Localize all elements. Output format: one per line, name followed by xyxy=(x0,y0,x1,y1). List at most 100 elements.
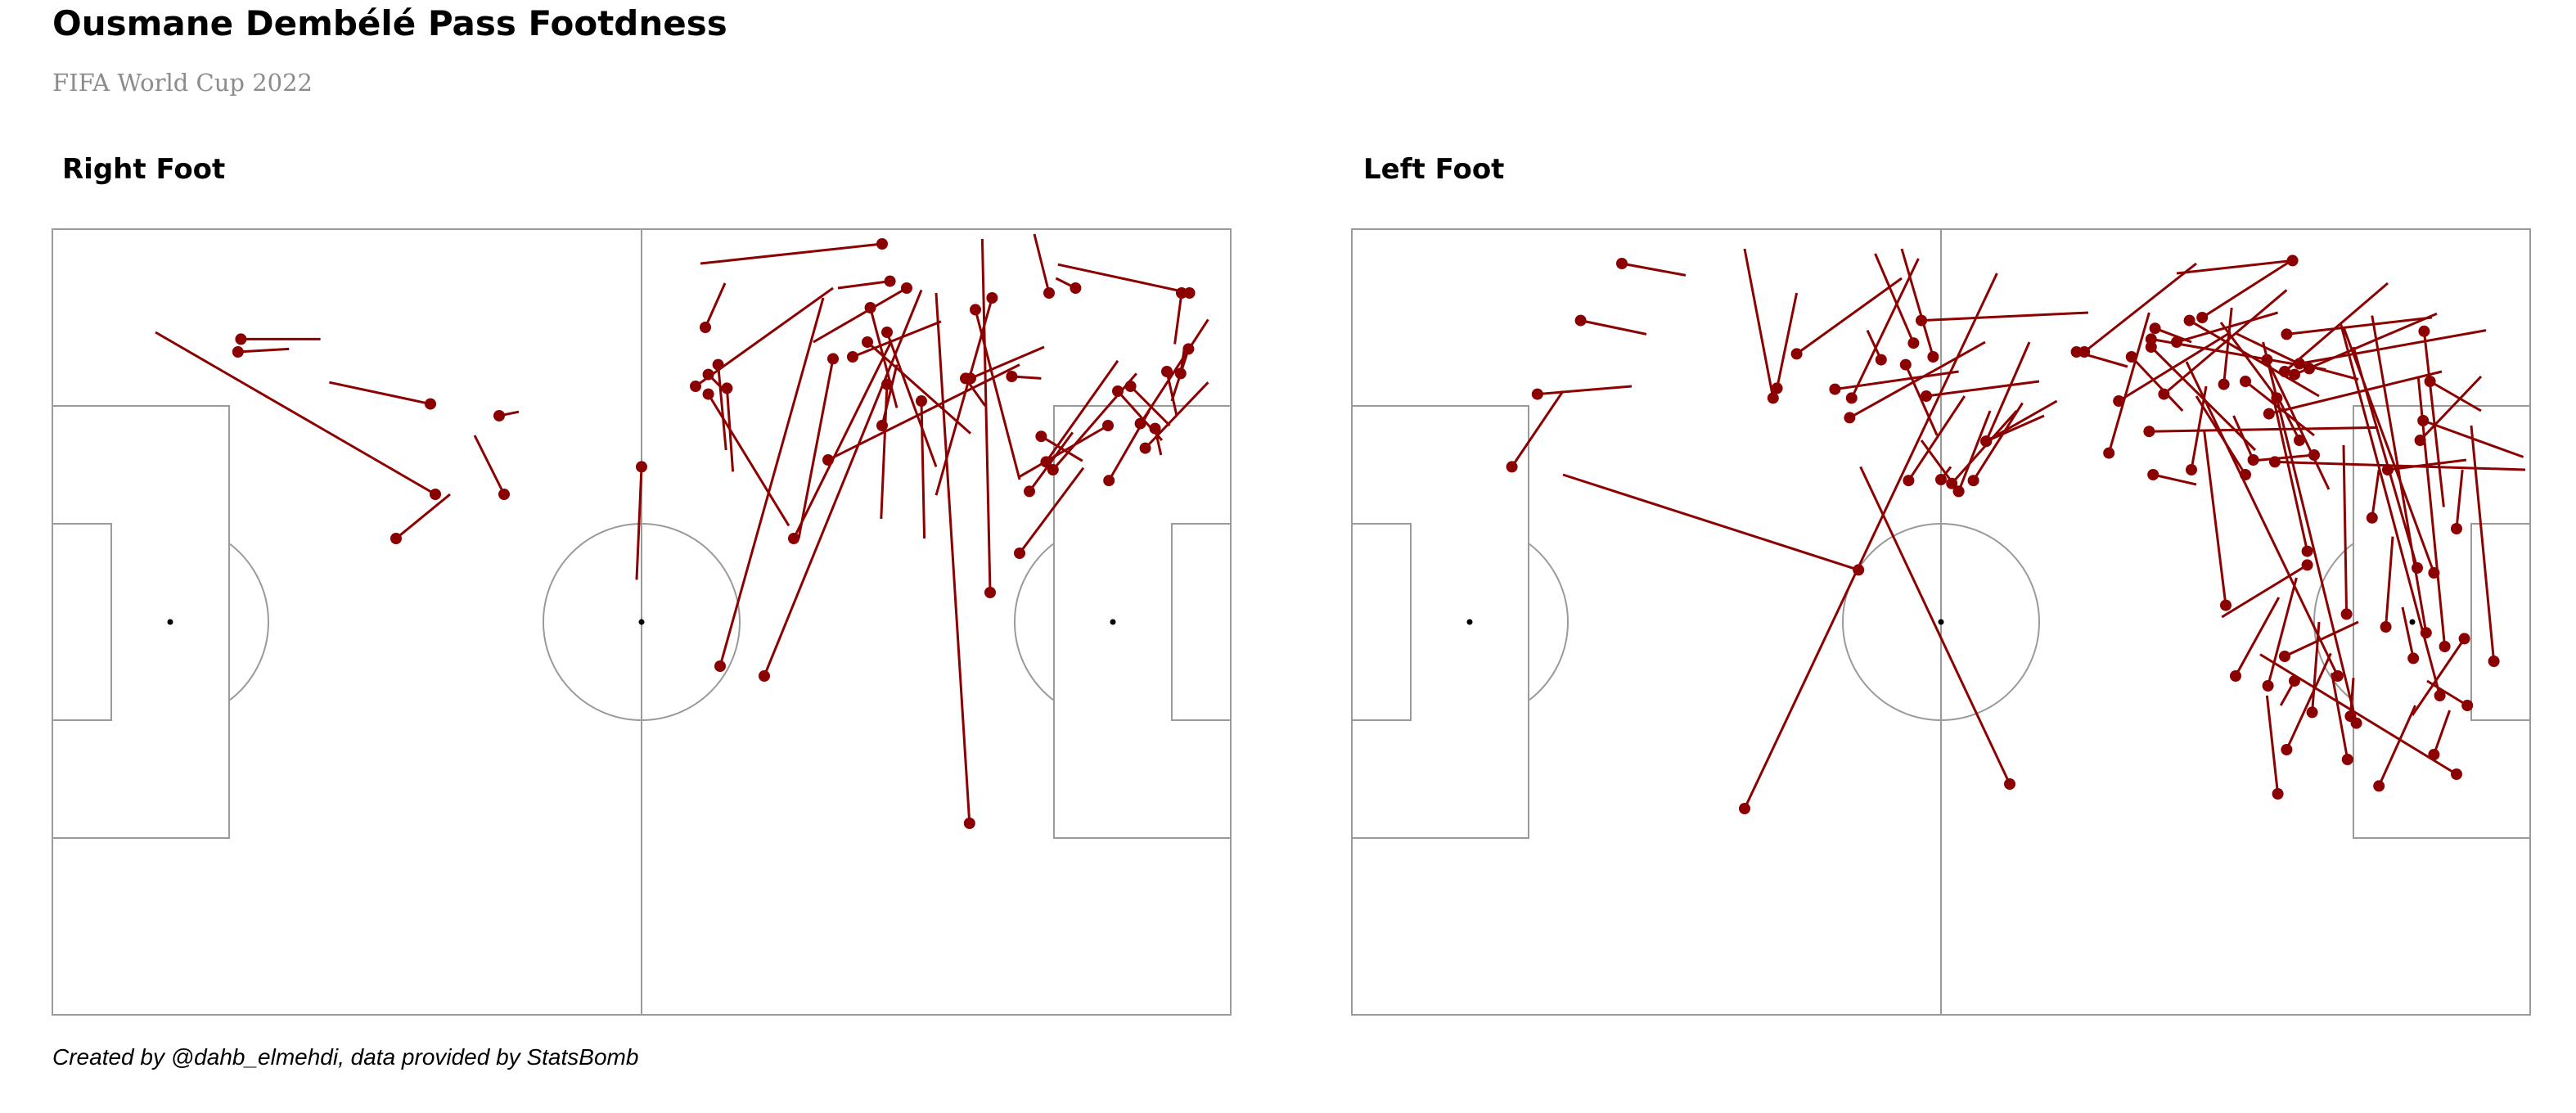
pass-line xyxy=(704,282,727,328)
pass xyxy=(2183,314,2320,398)
pass xyxy=(2416,376,2451,652)
pass-line xyxy=(1621,262,1687,277)
pass xyxy=(970,304,1021,480)
pass-line xyxy=(2299,362,2359,381)
pass-line xyxy=(2429,380,2482,412)
pass xyxy=(2380,536,2394,633)
pass xyxy=(2411,633,2470,716)
pass-line xyxy=(880,384,889,520)
pass-line xyxy=(2107,312,2150,454)
pass xyxy=(880,378,893,520)
pass-end-point xyxy=(916,395,927,407)
pass-line xyxy=(473,435,506,495)
pass-end-point xyxy=(2306,706,2318,719)
pass-end-point xyxy=(2341,754,2353,765)
pass xyxy=(2294,329,2487,370)
pass-end-point xyxy=(2078,346,2091,358)
pass xyxy=(1845,258,1920,404)
pass-end-point xyxy=(1024,485,1035,498)
left-penalty-arc xyxy=(1528,543,1569,701)
pass-end-point xyxy=(1176,287,1187,299)
pass-line xyxy=(980,238,992,593)
pass-line xyxy=(827,363,1020,462)
pass-line xyxy=(700,242,883,265)
pass-line xyxy=(2083,262,2197,354)
pass-end-point xyxy=(2461,700,2474,711)
pass-end-point xyxy=(1853,564,1865,576)
pass-line xyxy=(2176,311,2279,344)
pass xyxy=(881,327,938,467)
pass xyxy=(1124,381,1171,427)
pass xyxy=(2418,325,2445,507)
pass-line xyxy=(2385,536,2394,628)
pass xyxy=(155,331,441,500)
pass-line xyxy=(2267,577,2298,687)
pass-line xyxy=(763,289,923,677)
pass-end-point xyxy=(2147,469,2159,480)
pass-line xyxy=(2371,469,2380,519)
pass-line xyxy=(1957,410,1992,492)
left-foot-pitch: Left Foot xyxy=(1351,153,2531,1016)
pass-end-point xyxy=(2488,656,2500,667)
pass-end-point xyxy=(1921,390,1932,402)
pass xyxy=(2262,577,2298,692)
pass xyxy=(2265,695,2284,800)
pass xyxy=(232,346,290,358)
pass xyxy=(2262,341,2362,729)
left-penalty-arc xyxy=(228,543,269,701)
pass-end-point xyxy=(1899,358,1912,371)
pass xyxy=(862,336,971,435)
pass-end-point xyxy=(2125,351,2137,363)
pass-line xyxy=(2455,469,2464,529)
pass-line xyxy=(1925,380,2040,398)
pass-line xyxy=(695,286,834,388)
pass-end-point xyxy=(2418,325,2430,337)
pass-line xyxy=(885,331,938,467)
pass-end-point xyxy=(2458,633,2470,645)
pass-line xyxy=(2342,327,2435,574)
pass xyxy=(2259,653,2462,780)
pass xyxy=(797,353,839,539)
pass xyxy=(2143,426,2379,438)
pass-end-point xyxy=(2004,778,2015,790)
pass xyxy=(2196,257,2295,323)
pass-line xyxy=(2349,678,2355,717)
pass xyxy=(700,238,888,265)
pass xyxy=(1506,390,1565,473)
pass xyxy=(2366,469,2380,524)
pass xyxy=(2401,606,2420,665)
left-penalty-area xyxy=(52,405,230,839)
pass-line xyxy=(2221,564,2308,619)
pass-end-point xyxy=(1014,547,1025,559)
pass xyxy=(1859,466,2015,790)
pass-line xyxy=(2118,331,2231,403)
pass-line xyxy=(2274,460,2526,471)
pass-end-point xyxy=(2373,780,2385,792)
pass-line xyxy=(1874,253,1915,344)
pass-end-point xyxy=(1070,282,1082,294)
pass-line xyxy=(2426,679,2468,707)
pass-line xyxy=(2176,259,2293,275)
panel-title: Left Foot xyxy=(1363,153,1504,186)
pass-line xyxy=(1173,292,1183,345)
pass xyxy=(1935,466,1952,485)
pass-end-point xyxy=(2220,599,2231,611)
left-penalty-spot xyxy=(1466,619,1473,625)
pass xyxy=(1921,380,2040,402)
pass-line xyxy=(1951,410,2018,484)
pass-line xyxy=(635,466,643,580)
pass-end-point xyxy=(2407,652,2420,665)
pass-end-point xyxy=(2451,523,2462,534)
pass-end-point xyxy=(2183,314,2195,327)
pass xyxy=(2428,710,2452,760)
pass-end-point xyxy=(2103,447,2115,459)
pass xyxy=(813,282,912,344)
pass xyxy=(2171,311,2279,348)
pass-end-point xyxy=(827,353,839,365)
pass-end-point xyxy=(1112,385,1124,397)
pass xyxy=(1161,366,1178,417)
pass-end-point xyxy=(862,336,873,348)
pass-line xyxy=(1562,473,1859,571)
pass-line xyxy=(707,393,790,527)
pass-end-point xyxy=(1043,287,1055,299)
